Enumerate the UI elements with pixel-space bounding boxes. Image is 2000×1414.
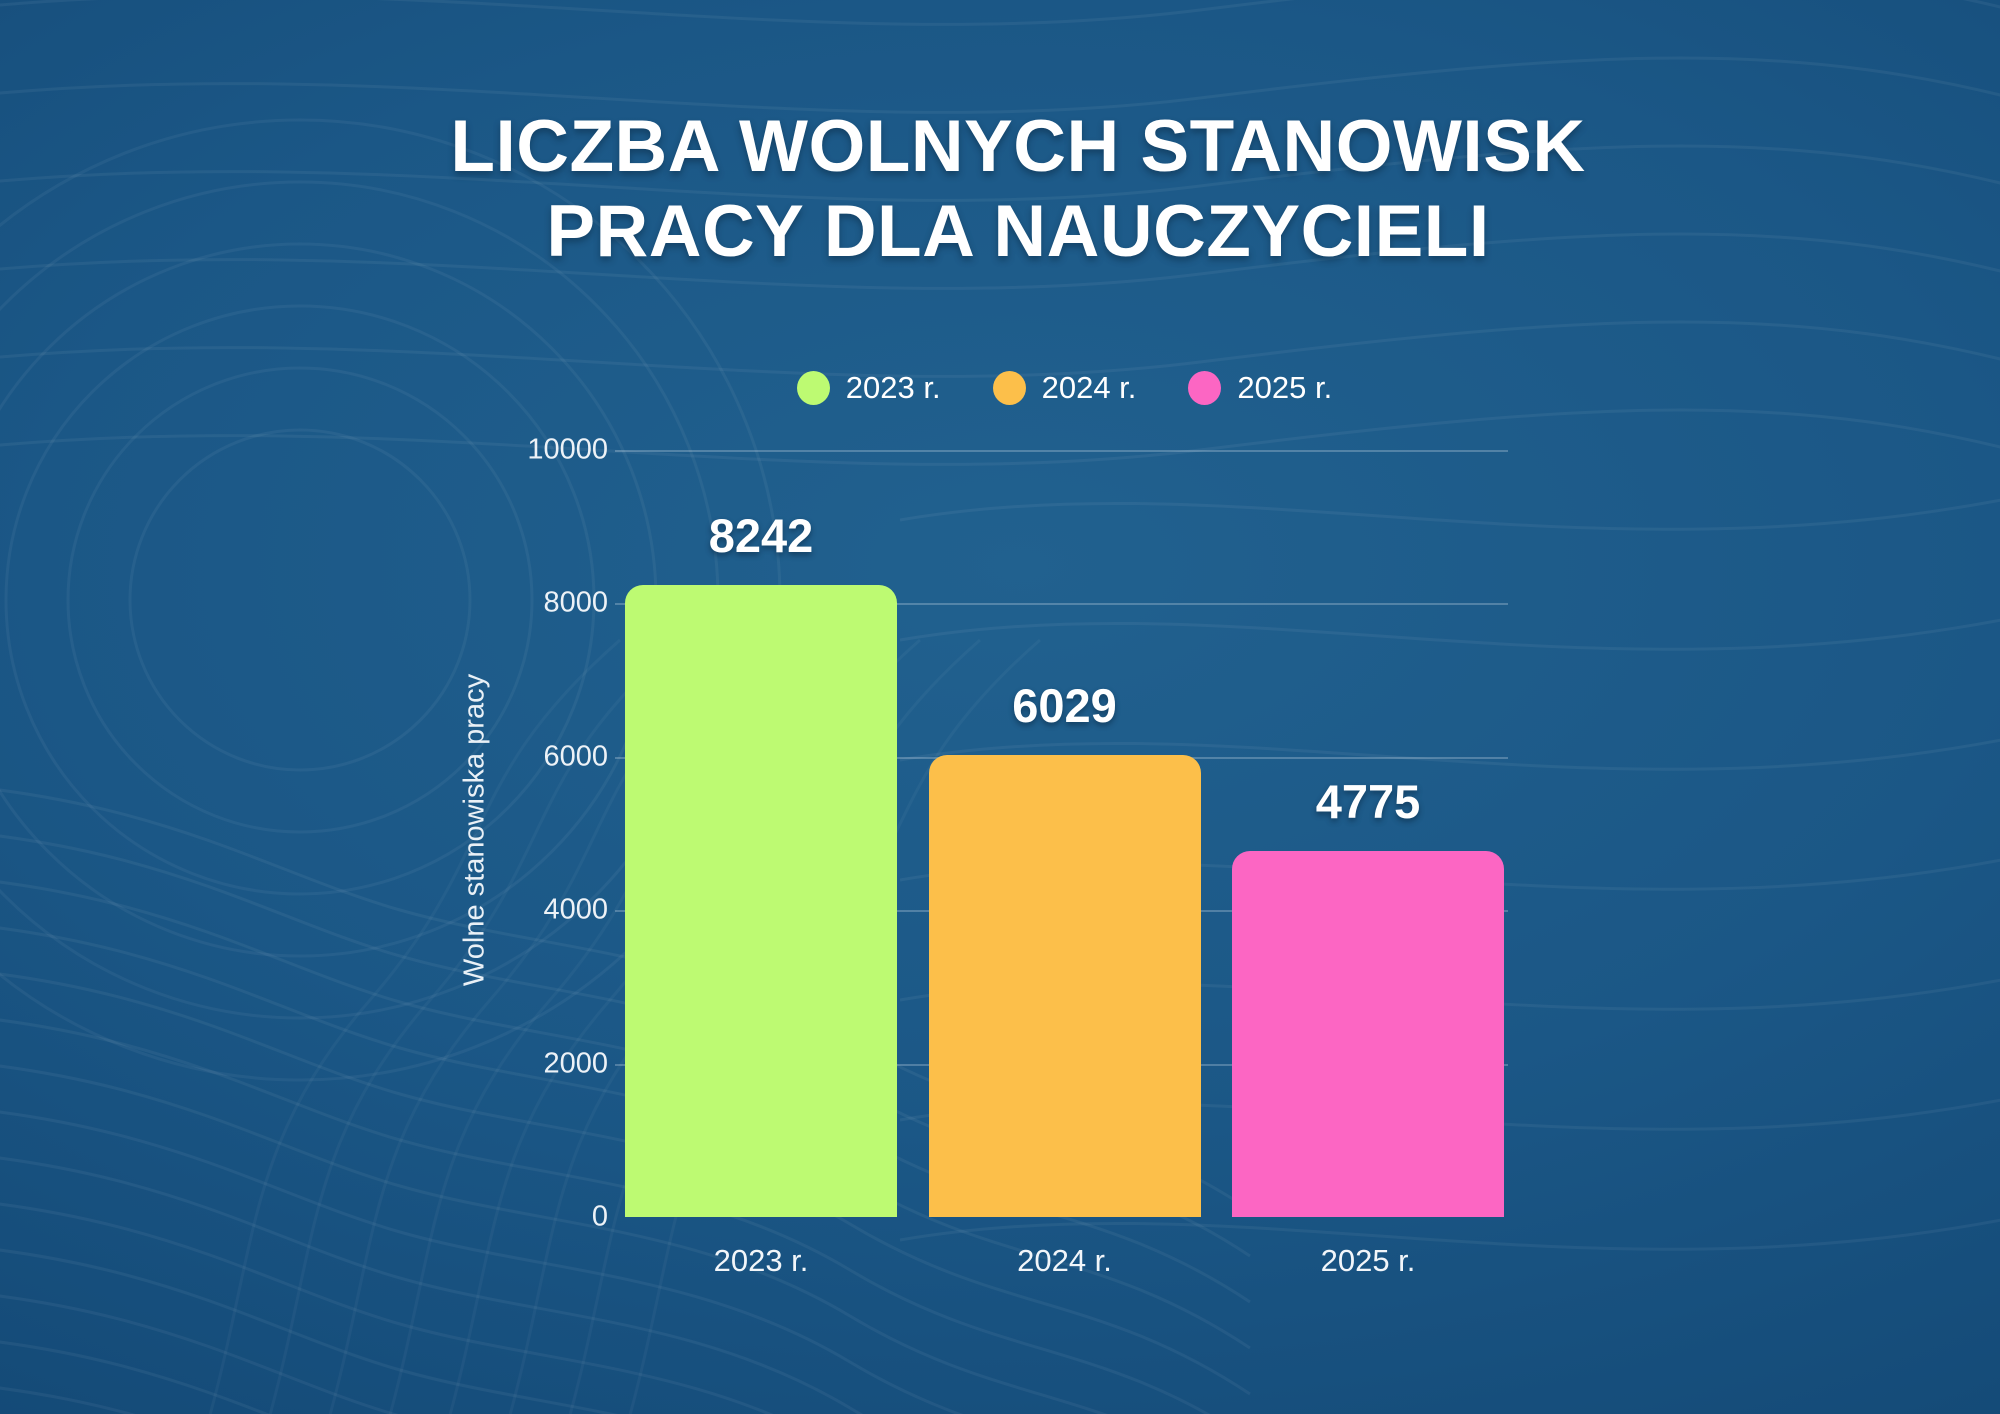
y-tick-label: 4000 xyxy=(543,893,608,926)
chart-title-line1: LICZBA WOLNYCH STANOWISK xyxy=(450,106,1586,187)
bar xyxy=(928,755,1201,1217)
bar-column-2025: 4775 2025 r. xyxy=(1232,450,1504,1278)
chart-legend: 2023 r. 2024 r. 2025 r. xyxy=(625,362,1504,414)
y-tick-label: 6000 xyxy=(543,740,608,773)
x-axis-label: 2025 r. xyxy=(1320,1243,1416,1278)
legend-item-2025: 2025 r. xyxy=(1188,370,1332,406)
legend-label: 2023 r. xyxy=(845,370,941,405)
legend-dot-icon xyxy=(1188,371,1222,405)
legend-dot-icon xyxy=(796,371,830,405)
y-tick-label: 0 xyxy=(591,1200,608,1233)
plot-area: 8242 2023 r. 6029 2024 r. 4775 2025 r. xyxy=(615,450,1508,1278)
bar-value-label: 8242 xyxy=(708,509,814,562)
bar-value-label: 6029 xyxy=(1012,679,1117,732)
bar xyxy=(1232,851,1504,1217)
legend-label: 2025 r. xyxy=(1237,370,1333,405)
x-axis-label: 2024 r. xyxy=(1017,1243,1112,1278)
legend-label: 2024 r. xyxy=(1041,370,1137,405)
y-tick-label: 10000 xyxy=(527,433,608,466)
bar xyxy=(625,585,897,1217)
gridline xyxy=(615,603,1508,606)
chart-title-line2: PRACY DLA NAUCZYCIELI xyxy=(546,191,1490,273)
legend-dot-icon xyxy=(992,371,1026,405)
legend-item-2024: 2024 r. xyxy=(992,370,1137,406)
chart-title: LICZBA WOLNYCH STANOWISK PRACY DLA NAUCZ… xyxy=(18,104,2000,275)
bar-column-2023: 8242 2023 r. xyxy=(625,450,897,1278)
bar-column-2024: 6029 2024 r. xyxy=(928,450,1201,1278)
y-axis-title: Wolne stanowiska pracy xyxy=(458,673,491,987)
y-tick-label: 8000 xyxy=(543,586,608,619)
gridline xyxy=(615,450,1508,452)
y-tick-label: 2000 xyxy=(543,1047,608,1080)
legend-item-2023: 2023 r. xyxy=(796,370,941,406)
x-axis-label: 2023 r. xyxy=(713,1243,809,1278)
bar-value-label: 4775 xyxy=(1315,775,1421,828)
